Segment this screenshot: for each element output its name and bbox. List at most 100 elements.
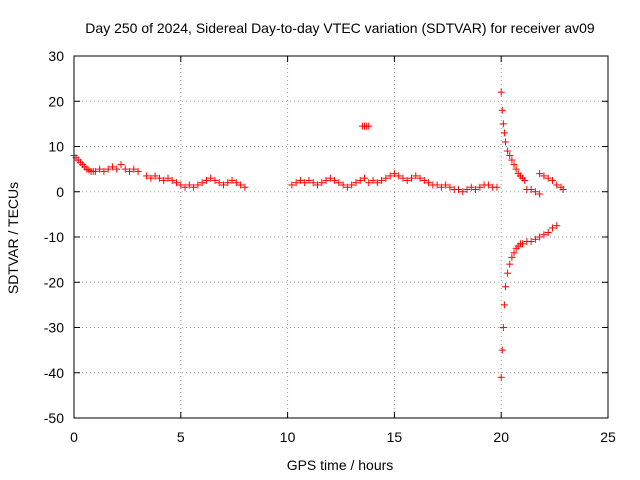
data-point <box>348 181 356 189</box>
data-point <box>499 324 507 331</box>
data-point <box>446 183 454 191</box>
x-tick-labels: 0 5 10 15 20 25 <box>70 429 616 445</box>
data-point <box>498 346 506 354</box>
data-point <box>501 283 509 291</box>
x-axis-label: GPS time / hours <box>287 457 394 473</box>
data-point <box>463 185 471 193</box>
data-point <box>292 179 300 187</box>
data-point <box>343 183 351 191</box>
data-point <box>130 165 138 173</box>
data-point <box>544 174 552 182</box>
y-tick-label: -40 <box>44 365 64 381</box>
data-point <box>108 163 116 171</box>
data-point <box>301 179 309 187</box>
data-point <box>198 179 206 187</box>
data-point <box>322 176 330 184</box>
data-point <box>160 176 168 184</box>
data-point <box>504 269 512 277</box>
data-point <box>521 176 529 184</box>
y-axis-label: SDTVAR / TECUs <box>5 182 21 294</box>
data-point <box>314 181 322 189</box>
data-point <box>472 185 480 193</box>
data-point <box>211 176 219 184</box>
data-point <box>143 172 151 180</box>
data-point <box>228 176 236 184</box>
data-point <box>512 165 520 173</box>
data-point <box>194 181 202 189</box>
data-point <box>224 179 232 187</box>
y-tick-label: -20 <box>44 274 64 290</box>
data-points <box>70 88 567 381</box>
data-point <box>382 174 390 182</box>
data-point <box>190 183 198 191</box>
data-point <box>173 179 181 187</box>
data-point <box>113 165 121 173</box>
data-point <box>425 179 433 187</box>
data-point <box>318 179 326 187</box>
data-point <box>540 172 548 180</box>
data-point <box>339 181 347 189</box>
data-point <box>395 172 403 180</box>
data-point <box>527 185 535 193</box>
data-point <box>309 179 317 187</box>
data-point <box>373 179 381 187</box>
data-point <box>497 88 505 96</box>
data-point <box>134 167 142 175</box>
data-point <box>177 181 185 189</box>
data-point <box>360 174 368 182</box>
data-point <box>420 176 428 184</box>
data-point <box>493 183 501 191</box>
data-point <box>202 176 210 184</box>
data-point <box>459 188 467 196</box>
data-point <box>510 249 518 257</box>
data-point <box>510 161 518 169</box>
data-point <box>369 176 377 184</box>
data-point <box>232 179 240 187</box>
data-point <box>437 183 445 191</box>
data-point <box>305 176 313 184</box>
data-point <box>548 224 556 232</box>
data-point <box>96 165 104 173</box>
data-point <box>386 172 394 180</box>
data-point <box>407 174 415 182</box>
data-point <box>365 122 373 130</box>
data-point <box>467 183 475 191</box>
y-tick-label: 10 <box>48 139 64 155</box>
data-point <box>506 260 514 268</box>
x-tick-label: 0 <box>70 429 78 445</box>
y-tick-label: 20 <box>48 93 64 109</box>
data-point <box>536 170 544 178</box>
data-point <box>499 120 507 128</box>
data-point <box>104 165 112 173</box>
data-point <box>433 181 441 189</box>
data-point <box>399 174 407 182</box>
data-point <box>508 156 516 164</box>
data-point <box>403 176 411 184</box>
data-point <box>126 167 134 175</box>
data-point <box>100 167 108 175</box>
grid <box>74 56 608 418</box>
data-point <box>500 129 508 137</box>
data-point <box>442 181 450 189</box>
y-tick-label: -50 <box>44 410 64 426</box>
data-point <box>326 174 334 182</box>
data-point <box>151 172 159 180</box>
data-point <box>220 181 228 189</box>
data-point <box>147 174 155 182</box>
data-point <box>155 174 163 182</box>
data-point <box>168 176 176 184</box>
data-point <box>288 181 296 189</box>
data-point <box>500 301 508 309</box>
data-point <box>164 174 172 182</box>
data-point <box>476 183 484 191</box>
data-point <box>497 373 505 381</box>
data-point <box>531 235 539 243</box>
x-tick-label: 10 <box>280 429 296 445</box>
data-point <box>527 238 535 246</box>
data-point <box>540 231 548 239</box>
tick-marks <box>73 55 609 419</box>
x-tick-label: 25 <box>600 429 616 445</box>
data-point <box>506 152 514 160</box>
data-point <box>207 174 215 182</box>
